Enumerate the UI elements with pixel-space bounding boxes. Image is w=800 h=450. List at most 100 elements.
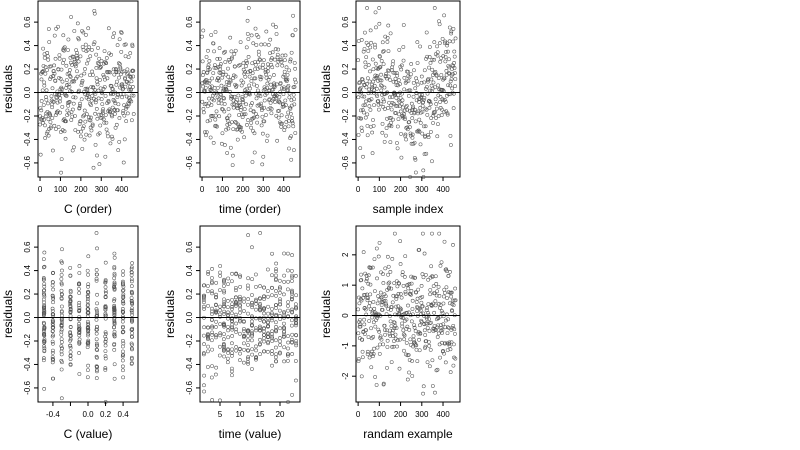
data-point [358, 146, 363, 150]
data-point [246, 286, 250, 291]
data-point [246, 355, 251, 359]
data-point [40, 69, 45, 74]
data-point [432, 40, 437, 45]
data-point [80, 79, 85, 83]
data-point [254, 326, 258, 331]
data-point [257, 316, 262, 321]
data-point [375, 99, 380, 104]
data-point [426, 277, 431, 282]
data-point [120, 358, 125, 363]
data-point [230, 304, 234, 309]
data-point [426, 135, 431, 140]
data-point [285, 114, 290, 119]
data-point [248, 69, 253, 74]
data-point [391, 59, 396, 64]
data-point [227, 83, 232, 87]
data-point [70, 114, 75, 119]
data-point [245, 60, 250, 65]
data-point [50, 99, 55, 104]
data-point [240, 100, 245, 105]
data-point [388, 333, 393, 338]
data-point [59, 272, 64, 277]
data-point [87, 133, 92, 138]
data-point [42, 300, 46, 305]
data-point [293, 27, 298, 32]
data-point [425, 316, 429, 321]
data-point [43, 71, 48, 76]
data-point [225, 122, 230, 127]
data-point [117, 116, 122, 120]
y-tick-label: 0.2 [341, 63, 350, 75]
data-point [362, 322, 367, 327]
data-point [95, 324, 99, 329]
data-point [360, 286, 365, 291]
data-point [436, 76, 441, 80]
data-point [381, 342, 386, 347]
data-point [396, 281, 401, 285]
data-point [376, 327, 381, 332]
y-axis-label: residuals [1, 290, 15, 338]
data-point [104, 61, 109, 65]
data-point [396, 78, 401, 83]
data-point [103, 285, 108, 290]
data-point [59, 157, 64, 161]
data-point [375, 276, 379, 281]
data-point [238, 307, 242, 312]
x-tick-label: 400 [436, 410, 450, 419]
data-point [119, 31, 124, 35]
data-point [68, 310, 73, 315]
data-point [77, 286, 81, 291]
data-point [52, 33, 57, 38]
data-point [286, 251, 290, 256]
data-point [91, 165, 96, 170]
data-point [393, 312, 397, 317]
data-point [205, 119, 210, 124]
data-point [396, 117, 401, 121]
data-point [95, 61, 100, 65]
data-point [422, 80, 427, 85]
data-point [130, 335, 134, 339]
data-point [222, 323, 226, 328]
data-point [121, 86, 125, 91]
data-point [274, 261, 278, 266]
data-point [447, 65, 452, 70]
data-point [216, 78, 221, 83]
data-point [217, 46, 222, 51]
data-point [399, 295, 404, 300]
data-point [278, 343, 282, 347]
data-point [41, 121, 45, 125]
data-point [427, 106, 432, 110]
data-point [266, 289, 270, 293]
data-point [437, 41, 442, 46]
data-point [292, 148, 296, 153]
data-point [73, 128, 78, 132]
data-point [214, 280, 219, 285]
data-point [265, 138, 269, 143]
data-point [250, 331, 254, 336]
data-point [357, 320, 362, 324]
data-point [429, 320, 433, 325]
data-point [444, 318, 448, 323]
data-point [232, 102, 236, 106]
data-point [61, 61, 65, 65]
data-point [394, 83, 399, 87]
data-point [254, 43, 259, 47]
data-point [373, 42, 377, 47]
data-point [102, 49, 107, 53]
y-axis-label: residuals [163, 65, 177, 113]
data-point [435, 325, 440, 330]
data-point [222, 302, 226, 307]
data-point [288, 136, 292, 140]
data-point [394, 71, 399, 75]
data-point [129, 296, 134, 300]
data-point [430, 358, 435, 363]
data-point [292, 102, 297, 107]
data-point [425, 78, 430, 82]
data-point [439, 113, 444, 118]
data-point [51, 270, 55, 275]
data-point [388, 31, 393, 36]
data-point [252, 150, 257, 155]
data-point [125, 111, 130, 116]
data-point [362, 82, 367, 87]
data-point [207, 96, 211, 101]
